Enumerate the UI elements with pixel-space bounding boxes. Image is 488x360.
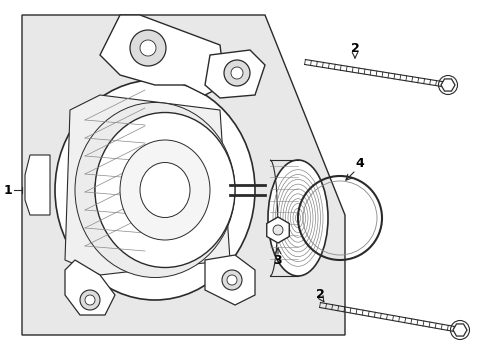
- Ellipse shape: [140, 162, 190, 217]
- Ellipse shape: [149, 183, 161, 197]
- Polygon shape: [204, 255, 254, 305]
- Text: 4: 4: [355, 157, 364, 170]
- Circle shape: [224, 60, 249, 86]
- Ellipse shape: [75, 103, 235, 278]
- Text: 2: 2: [315, 288, 324, 302]
- Ellipse shape: [267, 160, 327, 276]
- Polygon shape: [204, 50, 264, 98]
- Polygon shape: [25, 155, 50, 215]
- Ellipse shape: [120, 140, 209, 240]
- Circle shape: [272, 225, 283, 235]
- Text: 3: 3: [273, 253, 282, 266]
- Circle shape: [226, 275, 237, 285]
- Text: 2: 2: [350, 41, 359, 54]
- Ellipse shape: [95, 112, 235, 267]
- Ellipse shape: [117, 150, 192, 230]
- Ellipse shape: [137, 171, 172, 209]
- Polygon shape: [65, 95, 229, 275]
- Text: 1: 1: [3, 184, 12, 197]
- Circle shape: [130, 30, 165, 66]
- Polygon shape: [65, 260, 115, 315]
- Ellipse shape: [55, 80, 254, 300]
- Ellipse shape: [95, 125, 215, 255]
- Polygon shape: [22, 15, 345, 335]
- Circle shape: [140, 40, 156, 56]
- Circle shape: [230, 67, 243, 79]
- Circle shape: [80, 290, 100, 310]
- Circle shape: [85, 295, 95, 305]
- Polygon shape: [100, 15, 224, 95]
- Circle shape: [222, 270, 242, 290]
